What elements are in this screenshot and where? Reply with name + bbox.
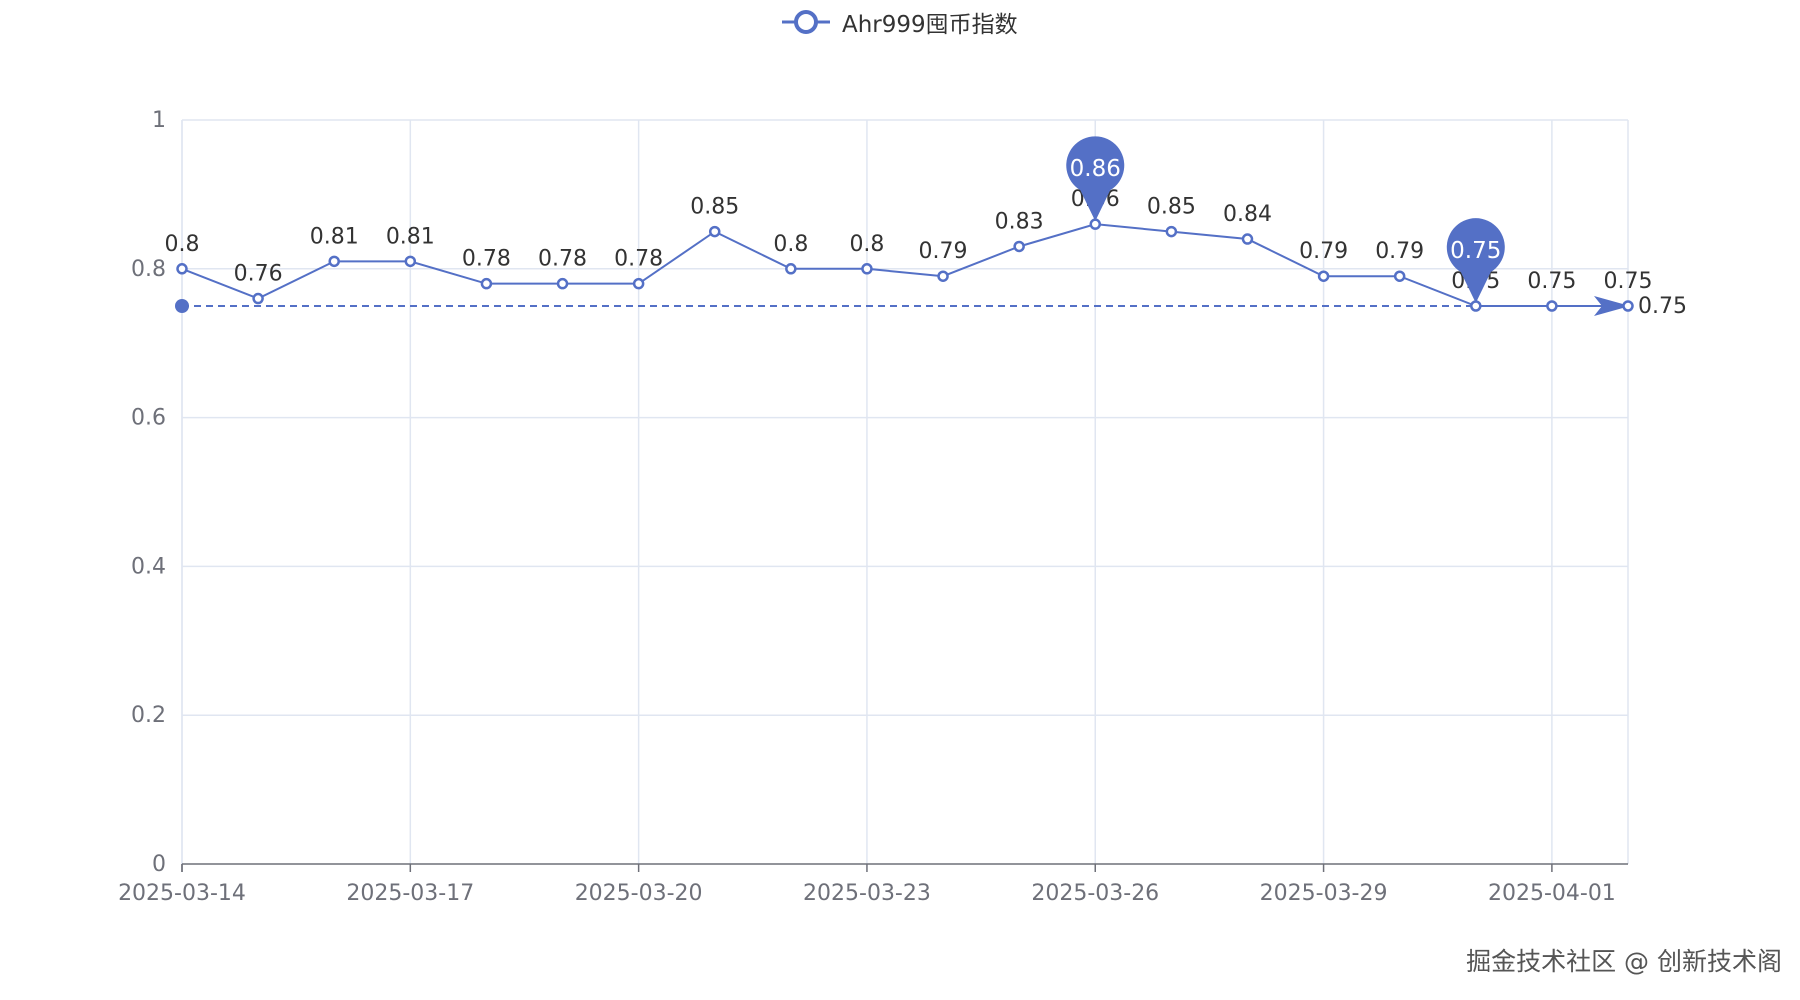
watermark: 掘金技术社区 @ 创新技术阁 — [1466, 947, 1782, 976]
x-tick-label: 2025-03-17 — [346, 881, 474, 906]
legend-label: Ahr999囤币指数 — [842, 12, 1018, 38]
data-label: 0.81 — [310, 224, 359, 249]
mark-point-label: 0.75 — [1450, 238, 1501, 264]
mark-line-group: 0.75 — [175, 294, 1687, 319]
map-pin-icon — [1066, 136, 1125, 222]
data-label: 0.78 — [538, 247, 587, 272]
map-pin-icon — [1446, 218, 1505, 303]
data-point — [556, 277, 569, 290]
x-tick-label: 2025-03-20 — [575, 881, 703, 906]
legend-line-circle-icon — [782, 10, 830, 34]
data-point — [252, 292, 264, 305]
data-label: 0.83 — [995, 209, 1044, 234]
data-label: 0.79 — [919, 239, 968, 264]
mark-point-label: 0.86 — [1070, 156, 1121, 182]
data-point — [1241, 233, 1254, 245]
series-line — [181, 223, 1628, 307]
data-label: 0.84 — [1223, 202, 1272, 227]
data-point — [708, 225, 721, 238]
x-tick-label: 2025-03-29 — [1260, 881, 1388, 906]
data-point — [1393, 270, 1406, 282]
data-point — [480, 277, 493, 290]
data-label: 0.8 — [165, 232, 200, 257]
data-label: 0.78 — [462, 247, 511, 272]
x-tick-label: 2025-03-23 — [803, 881, 931, 906]
data-point — [328, 255, 340, 268]
data-label: 0.76 — [234, 262, 283, 287]
data-point — [861, 263, 873, 275]
data-label: 0.8 — [773, 232, 808, 257]
data-label: 0.85 — [1147, 195, 1196, 220]
y-tick-label: 1 — [152, 108, 166, 133]
data-label: 0.85 — [690, 195, 739, 220]
y-tick-label: 0.8 — [131, 257, 166, 282]
data-point — [937, 270, 949, 282]
data-labels: 0.8 0.76 0.81 0.81 0.78 0.78 0.78 0.85 0.8 0.8 0.7… — [165, 187, 1653, 294]
data-label: 0.79 — [1375, 239, 1424, 264]
data-point — [632, 277, 645, 290]
data-label: 0.8 — [849, 232, 884, 257]
data-label: 0.78 — [614, 247, 663, 272]
grid-lines — [181, 119, 1629, 864]
mark-points: 0.86 0.75 — [1066, 136, 1505, 303]
data-label: 0.75 — [1604, 269, 1653, 294]
mark-line-label: 0.75 — [1638, 294, 1687, 319]
mark-point-max: 0.86 — [1066, 136, 1125, 222]
data-point — [1546, 300, 1558, 312]
y-tick-label: 0 — [152, 852, 166, 877]
data-label: 0.81 — [386, 224, 435, 249]
chart-legend[interactable]: Ahr999囤币指数 — [780, 4, 1018, 40]
y-tick-label: 0.2 — [131, 703, 166, 728]
data-point — [176, 263, 188, 275]
data-point — [785, 263, 797, 275]
data-label: 0.79 — [1299, 239, 1348, 264]
y-tick-label: 0.4 — [131, 554, 166, 579]
data-point — [1013, 240, 1025, 253]
series-group — [176, 218, 1634, 312]
data-label: 0.75 — [1527, 269, 1576, 294]
data-point — [404, 255, 417, 268]
data-point — [1622, 300, 1634, 312]
x-tick-label: 2025-04-01 — [1488, 881, 1616, 906]
data-point — [1165, 225, 1178, 238]
mark-point-min: 0.75 — [1446, 218, 1505, 303]
x-tick-label: 2025-03-14 — [118, 881, 246, 906]
x-tick-label: 2025-03-26 — [1031, 881, 1159, 906]
data-point — [1317, 270, 1330, 282]
y-tick-label: 0.6 — [131, 406, 166, 431]
mark-line-start-dot — [175, 299, 189, 313]
